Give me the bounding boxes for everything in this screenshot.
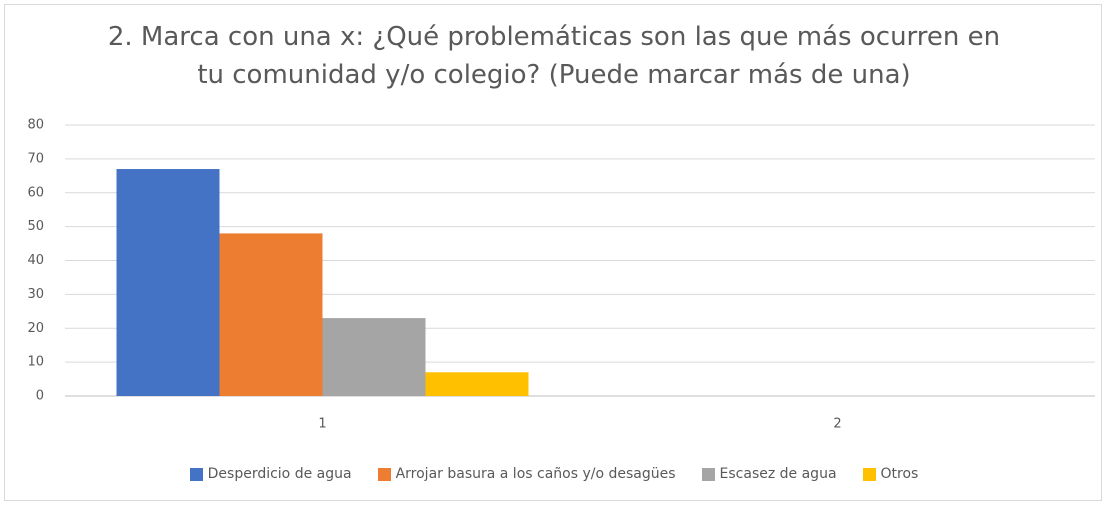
y-tick-label: 60	[27, 185, 44, 200]
legend-item: Desperdicio de agua	[189, 466, 352, 482]
y-tick-label: 70	[27, 151, 44, 166]
bar	[219, 233, 323, 396]
chart-border	[4, 4, 1102, 501]
legend-label: Desperdicio de agua	[207, 466, 352, 482]
legend-label: Escasez de agua	[719, 466, 837, 482]
legend-swatch	[377, 467, 391, 481]
chart-title: 2. Marca con una x: ¿Qué problemáticas s…	[107, 22, 1001, 90]
legend-label: Otros	[880, 466, 919, 482]
bar	[322, 318, 426, 396]
y-tick-label: 0	[36, 389, 44, 404]
y-tick-label: 50	[27, 219, 44, 234]
legend-swatch	[862, 467, 876, 481]
legend-item: Otros	[862, 466, 919, 482]
y-tick-label: 80	[27, 118, 44, 133]
y-tick-label: 20	[27, 321, 44, 336]
bar	[116, 169, 220, 396]
legend-item: Arrojar basura a los caños y/o desagües	[377, 466, 676, 482]
y-tick-label: 40	[27, 253, 44, 268]
x-tick-label: 2	[833, 417, 841, 432]
bar	[425, 372, 529, 396]
y-tick-label: 30	[27, 287, 44, 302]
y-tick-label: 10	[27, 355, 44, 370]
x-tick-label: 1	[318, 417, 326, 432]
legend: Desperdicio de agua Arrojar basura a los …	[0, 466, 1108, 482]
legend-item: Escasez de agua	[701, 466, 837, 482]
legend-label: Arrojar basura a los caños y/o desagües	[395, 466, 676, 482]
legend-swatch	[189, 467, 203, 481]
legend-swatch	[701, 467, 715, 481]
